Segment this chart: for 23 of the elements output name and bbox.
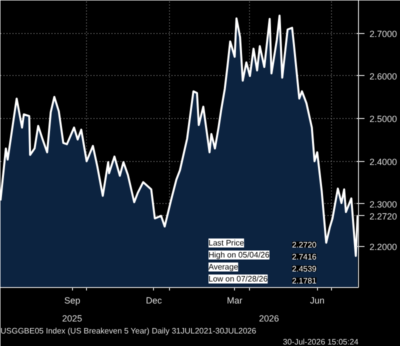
x-tick-label: Jun	[310, 296, 324, 306]
text: USGGBE05 Index (US Breakeven 5 Year) Daily 31JUL2021-30JUL2026	[0, 326, 257, 336]
annotation: Last Price	[208, 238, 245, 248]
y-tick-label: 2.6000	[370, 71, 398, 82]
y-tick-label: 2.2000	[370, 242, 398, 252]
annotation: Average	[208, 262, 239, 272]
y-tick-label: 2.2720	[370, 211, 398, 222]
y-tick-label: 2.4000	[370, 156, 398, 167]
annotation: 2.4539	[292, 264, 318, 274]
x-tick-label: Dec	[146, 296, 162, 306]
x-tick-label: Mar	[226, 296, 242, 306]
text: 2025	[62, 314, 82, 324]
text: 2026	[258, 314, 280, 324]
annotation: 2.1781	[292, 276, 318, 286]
text: 30-Jul-2026 15:05:24	[282, 338, 360, 346]
x-tick-label: Sep	[64, 296, 80, 306]
annotation: Low on 07/28/26	[208, 274, 268, 284]
annotation: High on 05/04/26	[208, 250, 270, 260]
y-tick-label: 2.5000	[370, 114, 398, 124]
annotation: 2.7416	[292, 252, 318, 262]
y-tick-label: 2.7000	[370, 28, 398, 39]
annotation: 2.2720	[292, 240, 318, 250]
y-tick-label: 2.3000	[370, 199, 398, 210]
